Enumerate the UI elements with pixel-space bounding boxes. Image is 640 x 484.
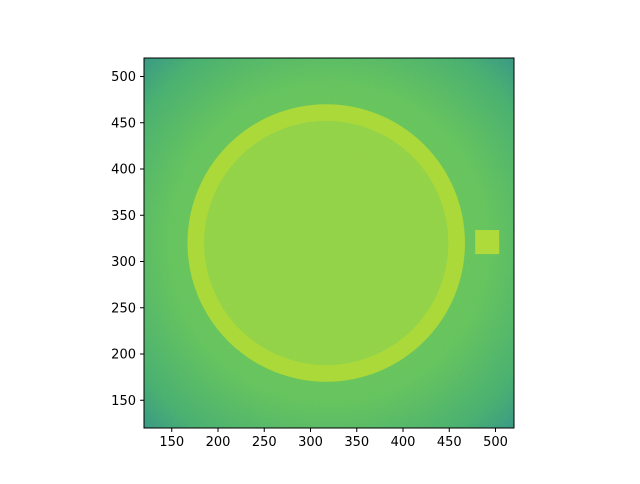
axes-frame [143, 57, 515, 429]
y-tick-label: 250 [111, 301, 136, 316]
noise-texture [144, 58, 514, 428]
heatmap-image [144, 58, 514, 428]
x-tick-label: 350 [344, 435, 369, 450]
y-tick-label: 500 [111, 70, 136, 85]
x-tick-label: 200 [206, 435, 231, 450]
y-tick-label: 200 [111, 348, 136, 363]
x-tick-label: 400 [391, 435, 416, 450]
x-axis: 150 200 250 300 350 400 450 500 [159, 428, 508, 450]
y-tick-label: 350 [111, 209, 136, 224]
x-tick-label: 250 [252, 435, 277, 450]
y-tick-label: 150 [111, 394, 136, 409]
x-tick-label: 150 [159, 435, 184, 450]
x-tick-label: 450 [437, 435, 462, 450]
x-tick-label: 500 [483, 435, 508, 450]
y-tick-label: 300 [111, 255, 136, 270]
y-tick-label: 400 [111, 163, 136, 178]
y-axis: 150 200 250 300 350 400 450 500 [111, 70, 144, 409]
y-tick-label: 450 [111, 116, 136, 131]
x-tick-label: 300 [298, 435, 323, 450]
